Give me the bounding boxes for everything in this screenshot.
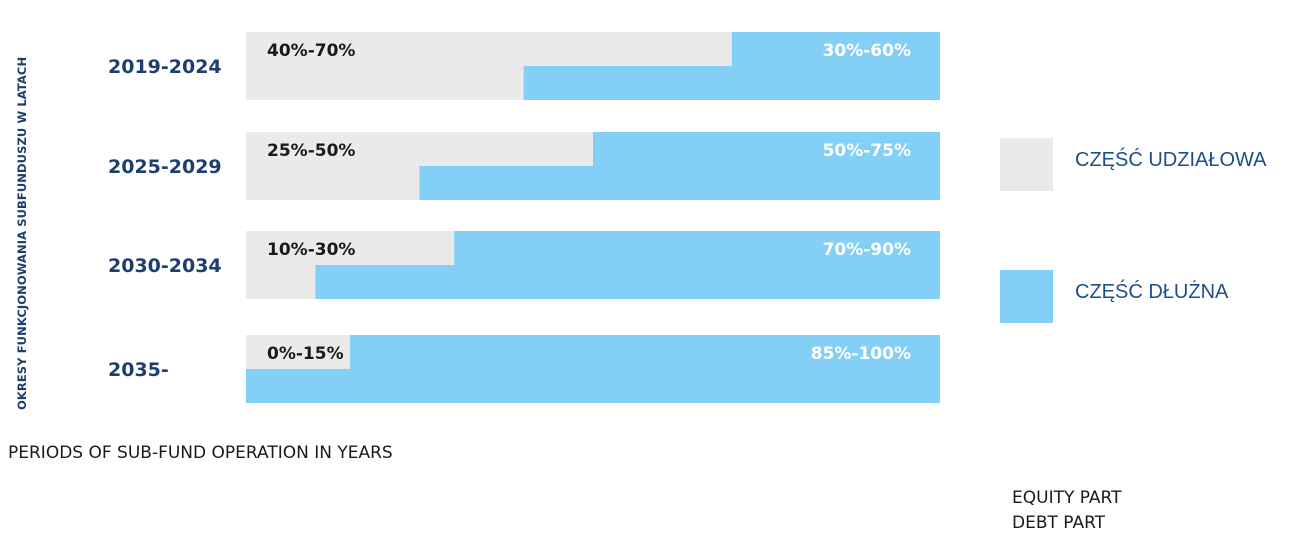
- debt-bar-max-2030-2034: [315, 265, 940, 299]
- debt-bar-max-2025-2029: [419, 166, 940, 200]
- legend-item-equity: CZĘŚĆ UDZIAŁOWA: [1000, 138, 1292, 192]
- equity-value-label-2025-2029: 25%-50%: [267, 141, 355, 161]
- english-equity-label: EQUITY PART: [1012, 488, 1122, 508]
- period-label-2019-2024: 2019-2024: [108, 56, 222, 78]
- debt-value-label-2019-2024: 30%-60%: [823, 41, 911, 61]
- debt-bar-min-2025-2029: [593, 132, 940, 166]
- equity-value-label-2019-2024: 40%-70%: [267, 41, 355, 61]
- period-label-2025-2029: 2025-2029: [108, 156, 222, 178]
- legend-swatch-debt: [1000, 270, 1053, 323]
- legend-label-debt: CZĘŚĆ DŁUŻNA: [1075, 281, 1229, 303]
- equity-value-label-2035-: 0%-15%: [267, 344, 344, 364]
- period-label-2035-: 2035-: [108, 359, 169, 381]
- equity-value-label-2030-2034: 10%-30%: [267, 240, 355, 260]
- legend-item-debt: CZĘŚĆ DŁUŻNA: [1000, 270, 1292, 324]
- debt-bar-max-2035-: [246, 369, 940, 403]
- bar-chart: 2019-2024 40%-70% 30%-60% 2025-2029 25%-50% 5…: [108, 32, 941, 403]
- debt-value-label-2030-2034: 70%-90%: [823, 240, 911, 260]
- debt-value-label-2035-: 85%-100%: [811, 344, 911, 364]
- english-debt-label: DEBT PART: [1012, 513, 1106, 533]
- debt-value-label-2025-2029: 50%-75%: [823, 141, 911, 161]
- legend-swatch-equity: [1000, 138, 1053, 191]
- debt-bar-min-2030-2034: [454, 231, 940, 265]
- debt-bar-min-2035-: [350, 335, 941, 369]
- debt-bar-min-2019-2024: [731, 32, 940, 66]
- english-periods-label: PERIODS OF SUB-FUND OPERATION IN YEARS: [8, 443, 393, 463]
- period-label-2030-2034: 2030-2034: [108, 255, 222, 277]
- debt-bar-max-2019-2024: [523, 66, 940, 100]
- legend-label-equity: CZĘŚĆ UDZIAŁOWA: [1075, 149, 1267, 171]
